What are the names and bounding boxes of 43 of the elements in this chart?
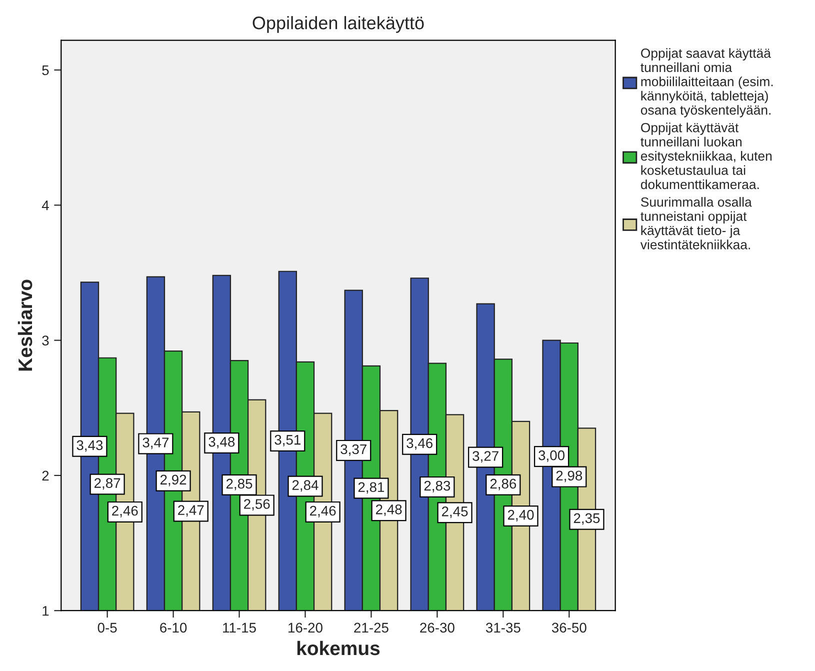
legend-label: Oppijat käyttävät tunneillani luokan esitystekniikkaa, kuten kosketustaulua tai dokumenttikameraa.	[640, 122, 772, 190]
y-tick-label: 4	[42, 200, 49, 210]
data-label: 2,46	[112, 506, 138, 518]
y-tick-label: 5	[42, 65, 49, 76]
x-tick-label: 36-50	[552, 622, 586, 633]
x-tick-label: 21-25	[354, 622, 388, 633]
data-label: 2,83	[424, 480, 450, 492]
x-tick-label: 31-35	[486, 622, 520, 633]
data-label: 3,51	[274, 434, 300, 446]
data-label: 3,37	[340, 444, 366, 456]
data-label: 2,35	[574, 513, 600, 525]
data-label: 2,98	[556, 470, 582, 482]
x-tick-label: 16-20	[288, 622, 322, 633]
data-label: 2,48	[376, 504, 402, 516]
data-label: 3,46	[406, 438, 432, 450]
data-label: 2,87	[94, 478, 120, 490]
data-label: 3,43	[76, 440, 103, 452]
data-label: 2,56	[244, 499, 270, 511]
data-label: 2,86	[490, 478, 516, 490]
data-label: 2,46	[310, 506, 336, 518]
data-label: 2,84	[292, 480, 318, 492]
data-label: 2,47	[178, 505, 204, 517]
legend-label: Suurimmalla osalla tunneistani oppijat käyttävät tieto- ja viestintätekniikkaa.	[640, 197, 752, 250]
data-label: 3,27	[472, 451, 498, 463]
y-tick-label: 3	[42, 336, 49, 346]
data-label: 3,00	[538, 450, 565, 462]
chart-title: Oppilaiden laitekäyttö	[252, 16, 424, 33]
x-tick-label: 11-15	[223, 622, 256, 633]
data-label: 3,47	[142, 438, 169, 450]
data-label: 2,81	[358, 482, 384, 494]
x-axis-title: kokemus	[297, 640, 380, 656]
data-label: 3,48	[208, 436, 235, 448]
x-tick-label: 26-30	[420, 622, 454, 633]
data-label: 2,92	[160, 474, 186, 486]
x-tick-label: 6-10	[160, 622, 187, 633]
data-label: 2,40	[508, 510, 534, 522]
data-label: 2,85	[226, 478, 252, 490]
y-tick-label: 2	[42, 470, 49, 480]
x-tick-label: 0-5	[98, 622, 117, 633]
y-axis-title: Keskiarvo	[18, 280, 32, 371]
data-label: 2,45	[442, 506, 468, 518]
legend-label: Oppijat saavat käyttää tunneillani omia mobiililaitteitaan (esim. kännyköitä, tabletteja) osana työskentelyään.	[640, 48, 773, 118]
y-tick-label: 1	[42, 606, 49, 616]
